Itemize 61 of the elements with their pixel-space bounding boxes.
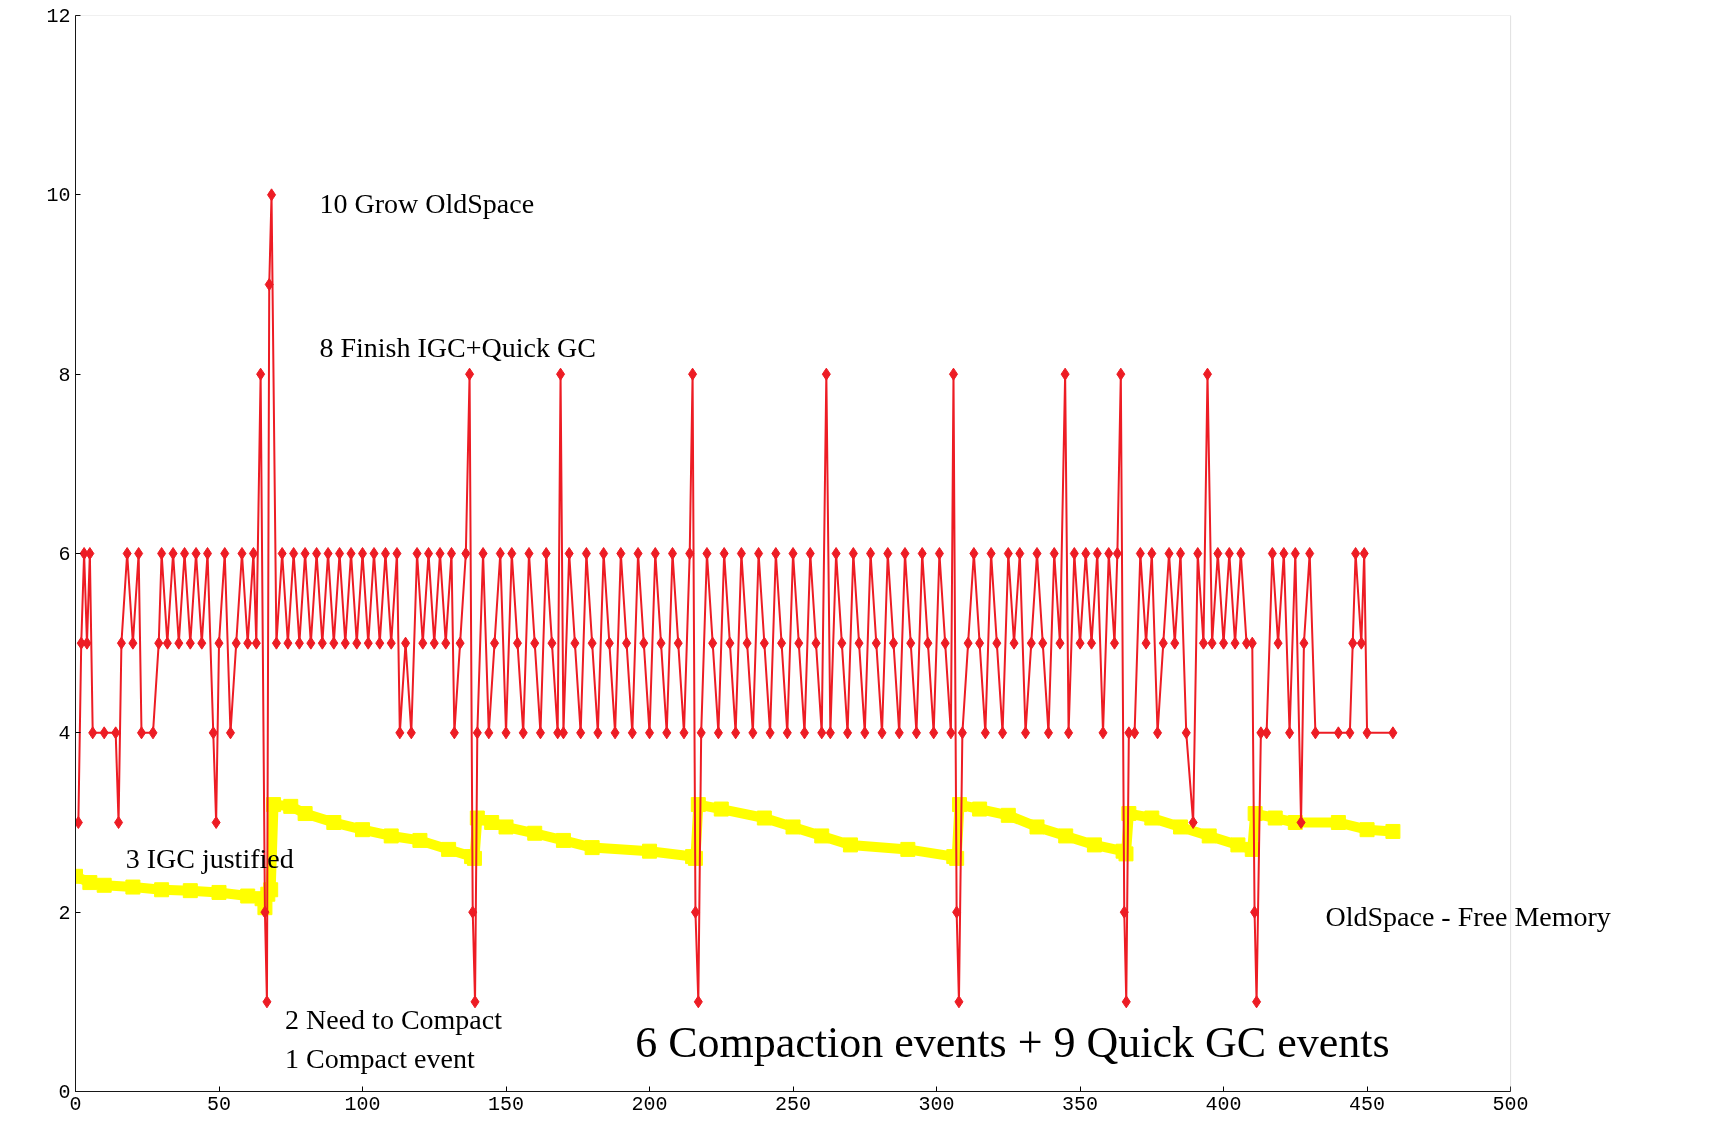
- point: [82, 875, 98, 891]
- point: [713, 801, 729, 817]
- x-tick-label: 100: [344, 1092, 381, 1116]
- x-tick-label: 150: [488, 1092, 525, 1116]
- point: [756, 810, 772, 826]
- point: [900, 841, 916, 857]
- point: [1359, 822, 1375, 838]
- point: [182, 883, 198, 899]
- point: [527, 825, 543, 841]
- point: [642, 843, 658, 859]
- point: [383, 828, 399, 844]
- x-tick-label: 200: [631, 1092, 668, 1116]
- point: [154, 882, 170, 898]
- point: [972, 801, 988, 817]
- point: [785, 819, 801, 835]
- point: [1330, 815, 1346, 830]
- point: [484, 815, 500, 830]
- annotation: 8 Finish IGC+Quick GC: [319, 331, 596, 363]
- point: [1230, 837, 1246, 853]
- point: [584, 840, 600, 856]
- point: [842, 837, 858, 853]
- x-tick-label: 400: [1205, 1092, 1242, 1116]
- x-tick-label: 50: [207, 1092, 232, 1116]
- point: [1144, 810, 1160, 826]
- x-tick-label: 450: [1349, 1092, 1386, 1116]
- point: [1058, 828, 1074, 844]
- point: [1000, 807, 1016, 823]
- point: [283, 798, 299, 814]
- y-tick-label: 4: [58, 722, 71, 746]
- point: [814, 828, 830, 844]
- annotation: 1 Compact event: [285, 1042, 475, 1074]
- point: [355, 822, 371, 838]
- x-tick-label: 250: [775, 1092, 812, 1116]
- annotation: OldSpace - Free Memory: [1325, 901, 1611, 933]
- x-tick-label: 350: [1062, 1092, 1099, 1116]
- point: [240, 888, 256, 904]
- point: [211, 884, 227, 900]
- y-tick-label: 6: [58, 543, 71, 566]
- point: [1029, 819, 1045, 835]
- annotation: 2 Need to Compact: [285, 1004, 503, 1036]
- y-tick-label: 10: [46, 184, 71, 208]
- y-tick-label: 12: [46, 5, 71, 28]
- point: [96, 877, 112, 893]
- annotation: 6 Compaction events + 9 Quick GC events: [635, 1017, 1390, 1067]
- x-tick-label: 500: [1492, 1092, 1529, 1116]
- annotation: 10 Grow OldSpace: [319, 188, 535, 220]
- point: [1267, 810, 1283, 826]
- point: [1173, 819, 1189, 835]
- point: [297, 806, 313, 822]
- point: [1086, 837, 1102, 853]
- point: [125, 879, 141, 895]
- point: [555, 832, 571, 848]
- y-tick-label: 8: [58, 363, 71, 387]
- point: [1201, 828, 1217, 844]
- point: [412, 832, 428, 848]
- point: [326, 815, 342, 830]
- point: [498, 819, 514, 835]
- y-tick-label: 2: [58, 901, 71, 925]
- point: [1385, 823, 1401, 839]
- x-tick-label: 300: [918, 1092, 955, 1116]
- point: [441, 841, 457, 857]
